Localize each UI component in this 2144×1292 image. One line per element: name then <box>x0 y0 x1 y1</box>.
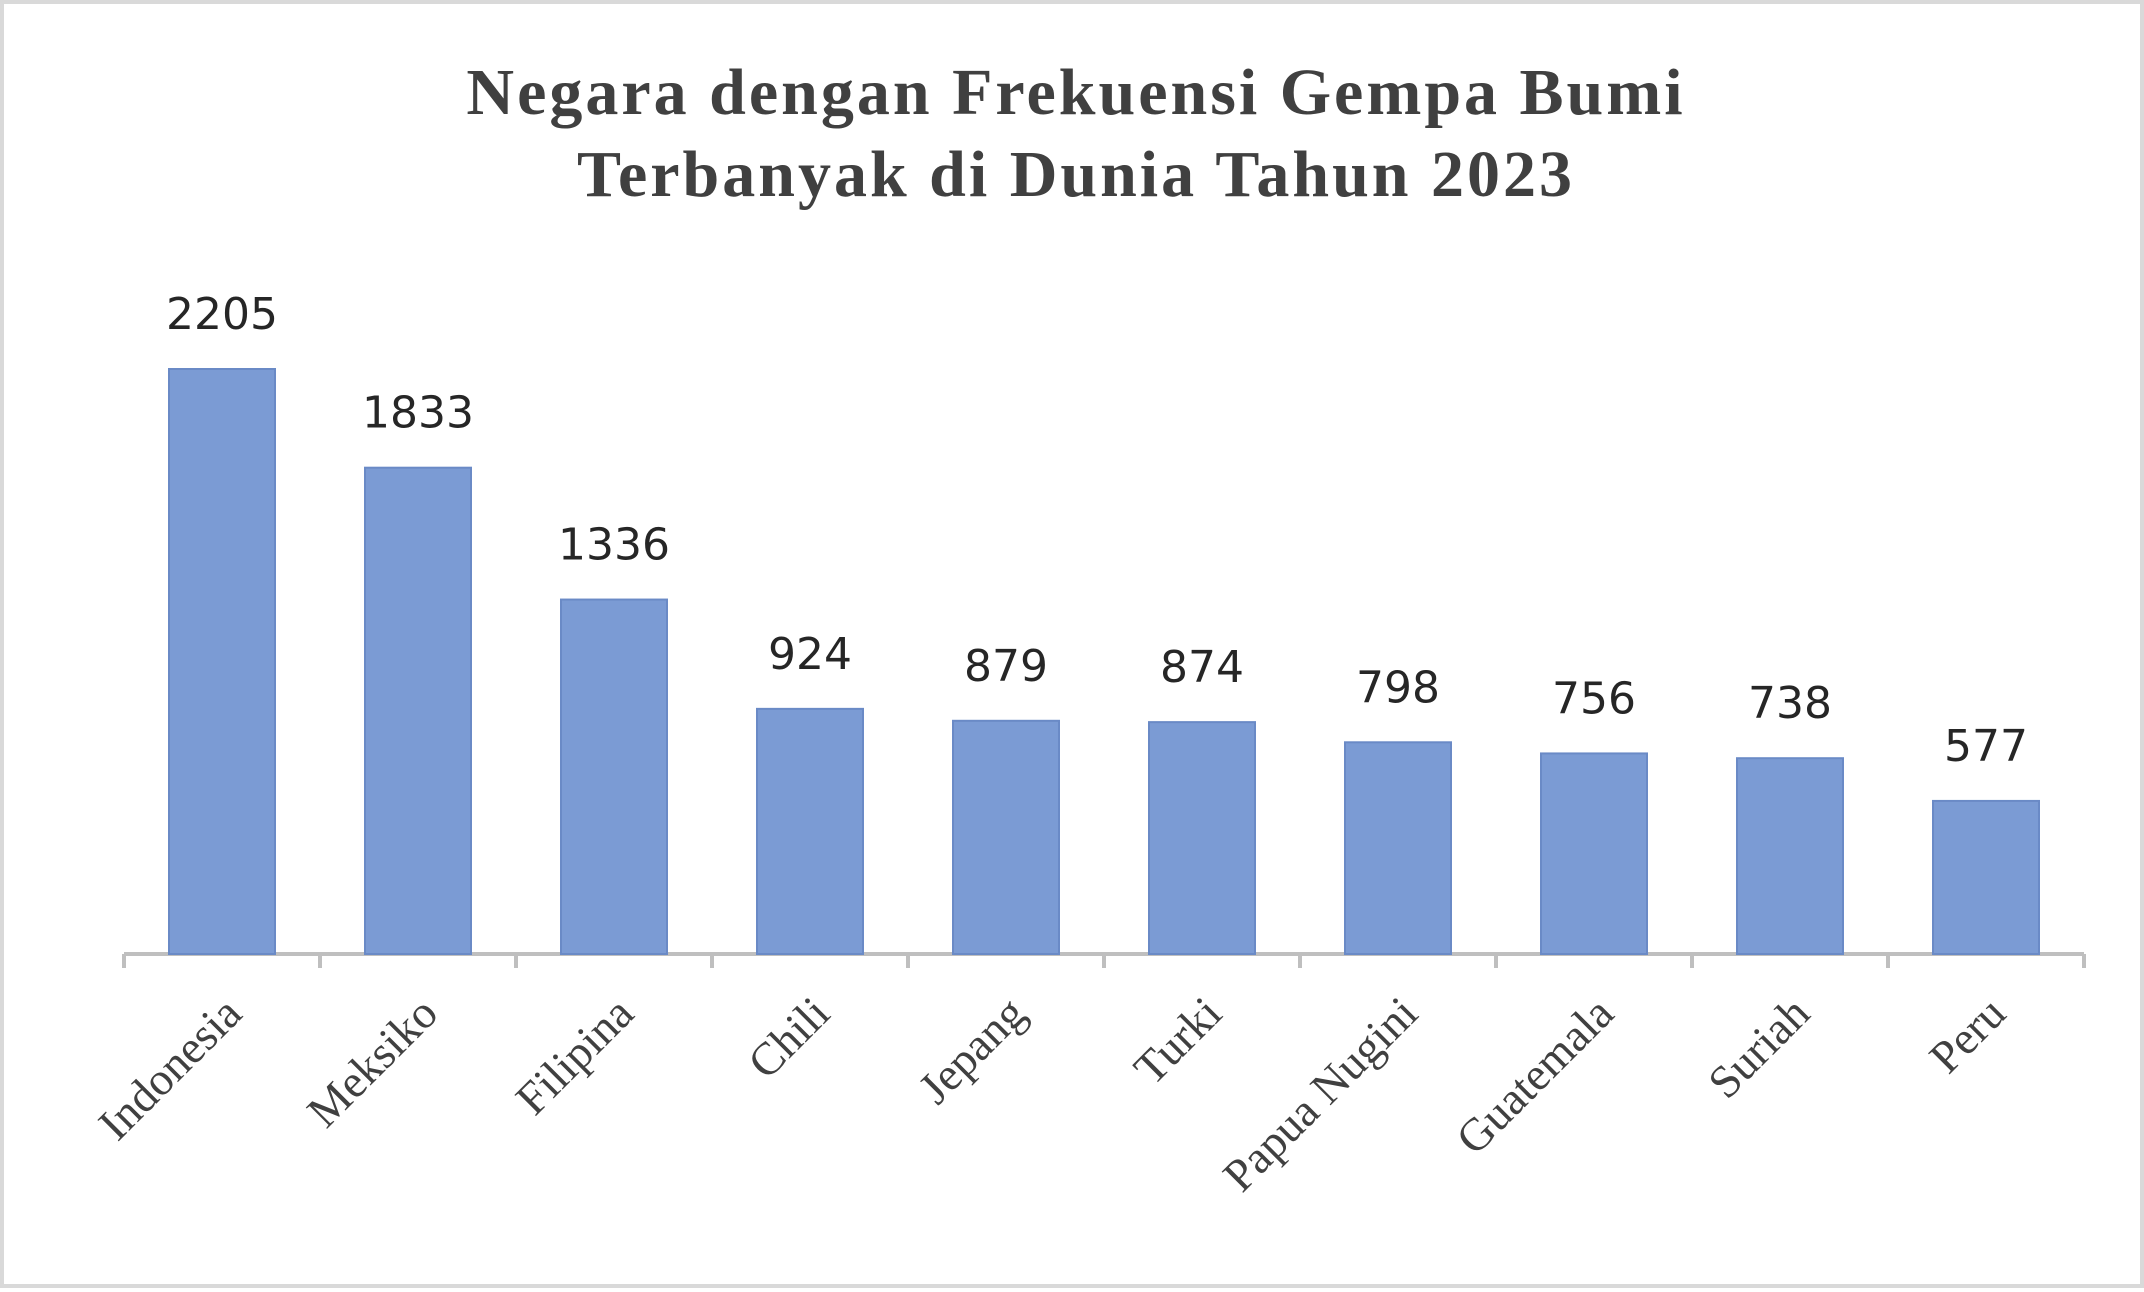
bar-papua-nugini <box>1344 741 1452 955</box>
data-label: 756 <box>1552 673 1636 724</box>
data-label: 2205 <box>166 289 278 340</box>
chart-title: Negara dengan Frekuensi Gempa Bumi Terba… <box>4 52 2144 216</box>
data-label: 874 <box>1160 642 1244 693</box>
category-label: Indonesia <box>89 987 252 1150</box>
bar-indonesia <box>168 368 276 955</box>
bar-turki <box>1148 721 1256 955</box>
bar-guatemala <box>1540 752 1648 956</box>
data-label: 1833 <box>362 388 474 439</box>
data-label: 798 <box>1356 662 1440 713</box>
bar-chart: 2205 Indonesia 1833 Meksiko 1336 Filipina 924 C… <box>89 289 2086 1201</box>
chart-title-line-2: Terbanyak di Dunia Tahun 2023 <box>576 138 1575 211</box>
data-label: 879 <box>964 641 1048 692</box>
category-label: Chili <box>738 987 839 1088</box>
bar-chili <box>756 707 864 955</box>
data-label: 577 <box>1944 721 2028 772</box>
category-label: Meksiko <box>297 987 447 1137</box>
category-label: Guatemala <box>1446 987 1623 1164</box>
bar-peru <box>1932 799 2040 956</box>
bar-meksiko <box>364 466 472 955</box>
bar-jepang <box>952 719 1060 955</box>
bar-suriah <box>1736 757 1844 956</box>
data-label: 1336 <box>558 520 670 571</box>
data-label: 924 <box>768 629 852 680</box>
category-label: Papua Nugini <box>1213 987 1427 1201</box>
data-label: 738 <box>1748 678 1832 729</box>
category-label: Peru <box>1919 987 2015 1083</box>
bar-filipina <box>560 598 668 955</box>
category-label: Filipina <box>506 987 643 1124</box>
category-label: Suriah <box>1698 987 1819 1108</box>
chart-title-line-1: Negara dengan Frekuensi Gempa Bumi <box>466 56 1686 129</box>
category-label: Jepang <box>909 987 1035 1113</box>
category-label: Turki <box>1124 987 1231 1094</box>
